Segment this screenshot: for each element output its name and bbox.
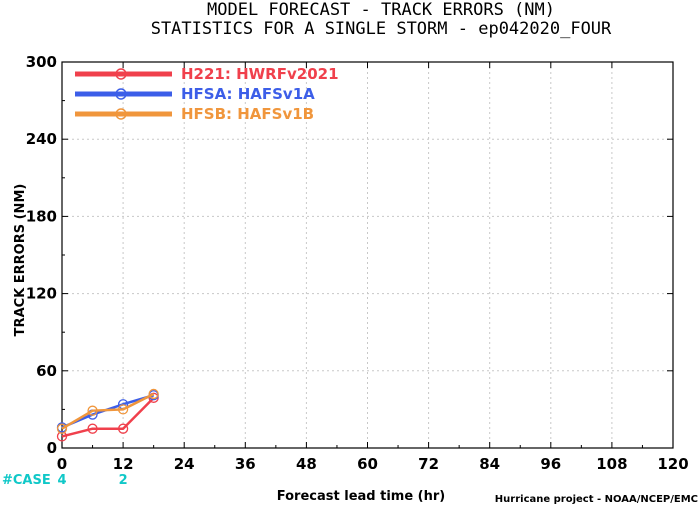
y-tick-label: 120 (26, 285, 57, 303)
chart-title: MODEL FORECAST - TRACK ERRORS (NM) (207, 0, 555, 20)
x-tick-label: 60 (357, 455, 378, 473)
x-tick-label: 96 (540, 455, 561, 473)
legend: H221: HWRFv2021 HFSA: HAFSv1A HFSB: HAFSv1… (75, 65, 339, 123)
x-tick-label: 108 (596, 455, 627, 473)
series-line (61, 396, 155, 438)
case-count-label: #CASE (2, 473, 51, 488)
legend-label: HFSB: HAFSv1B (181, 105, 314, 123)
x-tick-label: 36 (235, 455, 256, 473)
case-count-value: 2 (119, 473, 128, 488)
y-tick-label: 240 (26, 130, 57, 148)
x-tick-label: 0 (57, 455, 67, 473)
legend-marker (115, 108, 127, 120)
credit-text: Hurricane project - NOAA/NCEP/EMC (495, 494, 698, 505)
y-tick-label: 180 (26, 207, 57, 225)
case-count-value: 4 (57, 473, 66, 488)
data-point (117, 423, 129, 434)
x-axis-label: Forecast lead time (hr) (277, 489, 445, 504)
legend-marker (115, 88, 127, 100)
data-point (117, 404, 129, 415)
grid-lines (62, 62, 673, 448)
chart-subtitle: STATISTICS FOR A SINGLE STORM - ep042020… (151, 19, 612, 39)
x-tick-label: 72 (418, 455, 439, 473)
series-lines (56, 388, 159, 442)
data-point (87, 423, 98, 434)
legend-marker (115, 68, 127, 80)
y-tick-label: 60 (36, 362, 57, 380)
legend-label: H221: HWRFv2021 (181, 65, 339, 83)
x-tick-label: 24 (174, 455, 195, 473)
x-tick-label: 12 (113, 455, 134, 473)
legend-label: HFSA: HAFSv1A (181, 85, 315, 103)
data-point (87, 405, 98, 416)
data-point (148, 388, 159, 400)
y-axis-label: TRACK ERRORS (NM) (13, 184, 28, 337)
axis-ticks: 0 12 24 36 48 60 72 84 96 108 120 0 60 120 180 240 300 (26, 53, 689, 473)
y-tick-label: 300 (26, 53, 57, 71)
x-tick-label: 84 (479, 455, 500, 473)
y-tick-label: 0 (47, 439, 57, 457)
series-line (61, 392, 155, 430)
x-tick-label: 48 (296, 455, 317, 473)
x-tick-label: 120 (657, 455, 688, 473)
data-point (56, 423, 68, 434)
